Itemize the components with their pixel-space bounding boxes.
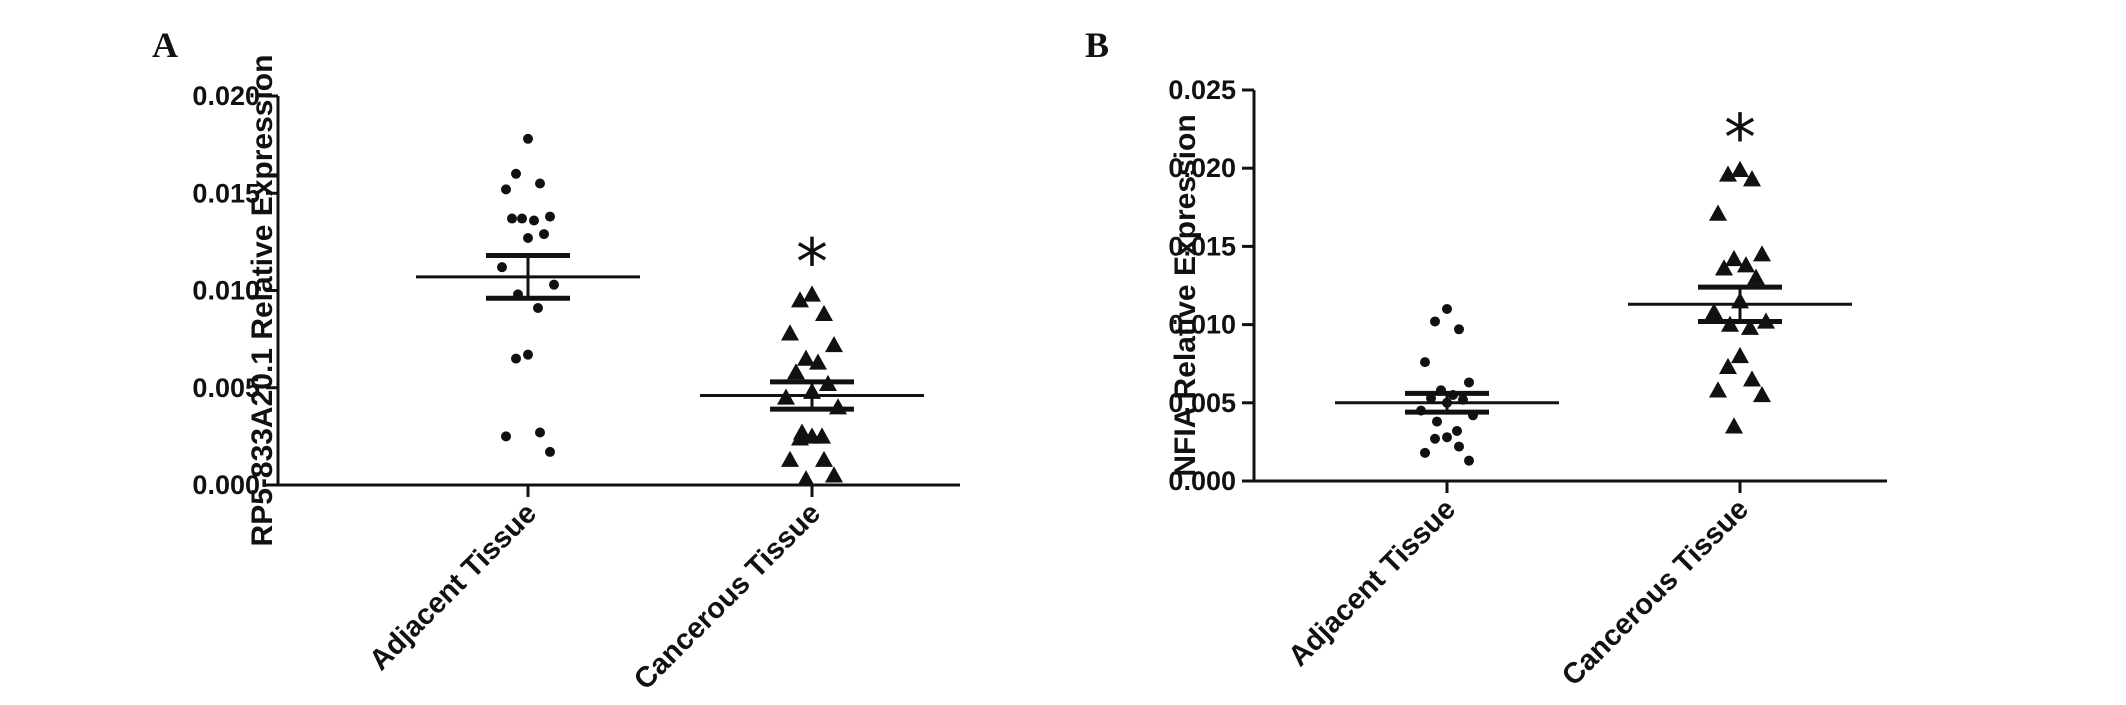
data-point xyxy=(1442,432,1452,443)
data-point xyxy=(517,213,527,224)
data-point xyxy=(787,363,805,380)
data-point xyxy=(1741,318,1759,335)
data-point xyxy=(511,168,521,179)
data-point xyxy=(1420,447,1430,458)
series-adjacent-tissue xyxy=(1335,303,1559,466)
y-axis-label: NFIA Relative Expression xyxy=(1169,114,1202,476)
data-point xyxy=(1725,249,1743,267)
data-point xyxy=(539,229,549,240)
data-point xyxy=(545,211,555,222)
series-adjacent-tissue xyxy=(416,133,640,457)
data-point xyxy=(825,335,843,353)
data-point xyxy=(501,184,511,195)
data-point xyxy=(1731,160,1749,177)
data-point xyxy=(781,450,799,467)
data-point xyxy=(1715,259,1733,276)
data-point xyxy=(1464,455,1474,466)
data-point xyxy=(533,303,543,314)
y-axis-label: RP5-833A20.1 Relative Expression xyxy=(246,55,279,547)
data-point xyxy=(809,353,827,370)
data-point xyxy=(1709,381,1727,398)
data-point xyxy=(545,446,555,457)
data-point xyxy=(523,349,533,360)
data-point xyxy=(829,398,847,415)
data-point xyxy=(1737,256,1755,273)
significance-marker: * xyxy=(1724,102,1756,176)
data-point xyxy=(1705,303,1723,320)
significance-marker: * xyxy=(796,226,828,300)
data-point xyxy=(1420,357,1430,368)
data-point xyxy=(1719,165,1737,182)
chart-panel-b: B 0.000 0.005 0.010 0.015 0.020 0.025 NFIA Rela… xyxy=(1085,25,1887,692)
data-point xyxy=(511,353,521,364)
panel-letter: B xyxy=(1085,25,1109,65)
data-point xyxy=(535,178,545,189)
y-tick-label: 0.000 xyxy=(192,470,260,500)
data-point xyxy=(1442,303,1452,314)
x-category-label: Adjacent Tissue xyxy=(363,497,543,677)
data-point xyxy=(1464,377,1474,388)
data-point xyxy=(1430,433,1440,444)
data-point xyxy=(1454,441,1464,452)
y-tick-label: 0.010 xyxy=(192,276,260,306)
data-point xyxy=(781,324,799,341)
y-tick-label: 0.015 xyxy=(1168,231,1236,261)
data-point xyxy=(523,232,533,243)
data-point xyxy=(535,427,545,438)
data-point xyxy=(1725,417,1743,434)
data-point xyxy=(791,429,809,446)
y-tick-label: 0.025 xyxy=(1168,75,1236,105)
data-point xyxy=(815,450,833,467)
y-tick-label: 0.020 xyxy=(192,81,260,111)
data-point xyxy=(1709,204,1727,221)
y-tick-label: 0.010 xyxy=(1168,310,1236,340)
data-point xyxy=(1454,324,1464,335)
y-tick-label: 0.000 xyxy=(1168,466,1236,496)
data-point xyxy=(1743,170,1761,187)
series-cancerous-tissue: * xyxy=(700,226,924,487)
data-point xyxy=(1743,370,1761,387)
data-point xyxy=(1731,346,1749,364)
data-point xyxy=(803,285,821,302)
x-category-label: Cancerous Tissue xyxy=(628,497,827,696)
data-point xyxy=(1747,268,1765,285)
data-point xyxy=(507,213,517,224)
data-point xyxy=(529,215,539,226)
data-point xyxy=(1753,385,1771,403)
data-point xyxy=(523,133,533,144)
data-point xyxy=(1432,416,1442,427)
panel-letter: A xyxy=(152,25,178,65)
x-category-label: Cancerous Tissue xyxy=(1556,493,1755,692)
data-point xyxy=(815,304,833,322)
series-cancerous-tissue: * xyxy=(1628,102,1852,434)
data-point xyxy=(497,262,507,273)
data-point xyxy=(791,291,809,308)
data-point xyxy=(803,427,821,444)
data-point xyxy=(1430,316,1440,327)
data-point xyxy=(825,466,843,483)
data-point xyxy=(501,431,511,442)
data-point xyxy=(1753,245,1771,262)
data-point xyxy=(1452,425,1462,436)
y-tick-label: 0.005 xyxy=(1168,388,1236,418)
data-point xyxy=(797,470,815,487)
data-point xyxy=(1719,357,1737,375)
y-tick-label: 0.020 xyxy=(1168,153,1236,183)
y-tick-label: 0.015 xyxy=(192,178,260,208)
data-point xyxy=(797,349,815,366)
data-point xyxy=(549,279,559,290)
x-category-label: Adjacent Tissue xyxy=(1282,493,1462,673)
y-tick-label: 0.005 xyxy=(192,373,260,403)
